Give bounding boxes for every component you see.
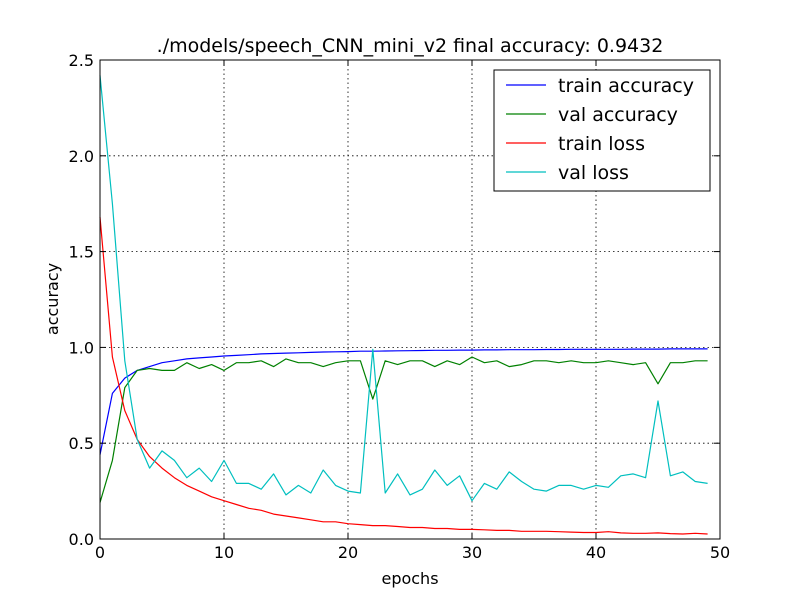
- y-tick-label: 0.0: [69, 530, 94, 549]
- y-axis-label: accuracy: [43, 263, 62, 335]
- x-tick-label: 10: [214, 543, 234, 562]
- gridlines: [100, 60, 720, 539]
- train-accuracy-line: [99, 348, 708, 455]
- y-tick-label: 1.5: [69, 243, 94, 262]
- plot-frame: [99, 59, 721, 540]
- val-loss-line: [99, 75, 708, 502]
- x-tick-label: 20: [338, 543, 358, 562]
- train-loss-line: [99, 217, 708, 535]
- legend-label-train-loss: train loss: [558, 133, 645, 155]
- y-tick-label: 2.5: [69, 51, 94, 70]
- legend-label-train-accuracy: train accuracy: [558, 75, 694, 97]
- axis-ticks: 0 10 20 30 40 50 0.0 0.5 1.0 1.5 2.0 2.5: [69, 51, 731, 562]
- legend-label-val-accuracy: val accuracy: [558, 104, 678, 126]
- x-tick-label: 40: [586, 543, 606, 562]
- y-tick-label: 1.0: [69, 338, 94, 357]
- y-tick-label: 0.5: [69, 434, 94, 453]
- chart-title: ./models/speech_CNN_mini_v2 final accura…: [157, 35, 664, 57]
- x-axis-label: epochs: [381, 569, 438, 588]
- x-tick-label: 50: [710, 543, 730, 562]
- legend: train accuracy val accuracy train loss val …: [493, 69, 711, 192]
- series-lines: [99, 75, 708, 535]
- legend-label-val-loss: val loss: [558, 162, 629, 184]
- y-tick-label: 2.0: [69, 147, 94, 166]
- val-accuracy-line: [99, 356, 708, 503]
- legend-box: [493, 69, 711, 192]
- x-tick-label: 30: [462, 543, 482, 562]
- x-tick-label: 0: [95, 543, 105, 562]
